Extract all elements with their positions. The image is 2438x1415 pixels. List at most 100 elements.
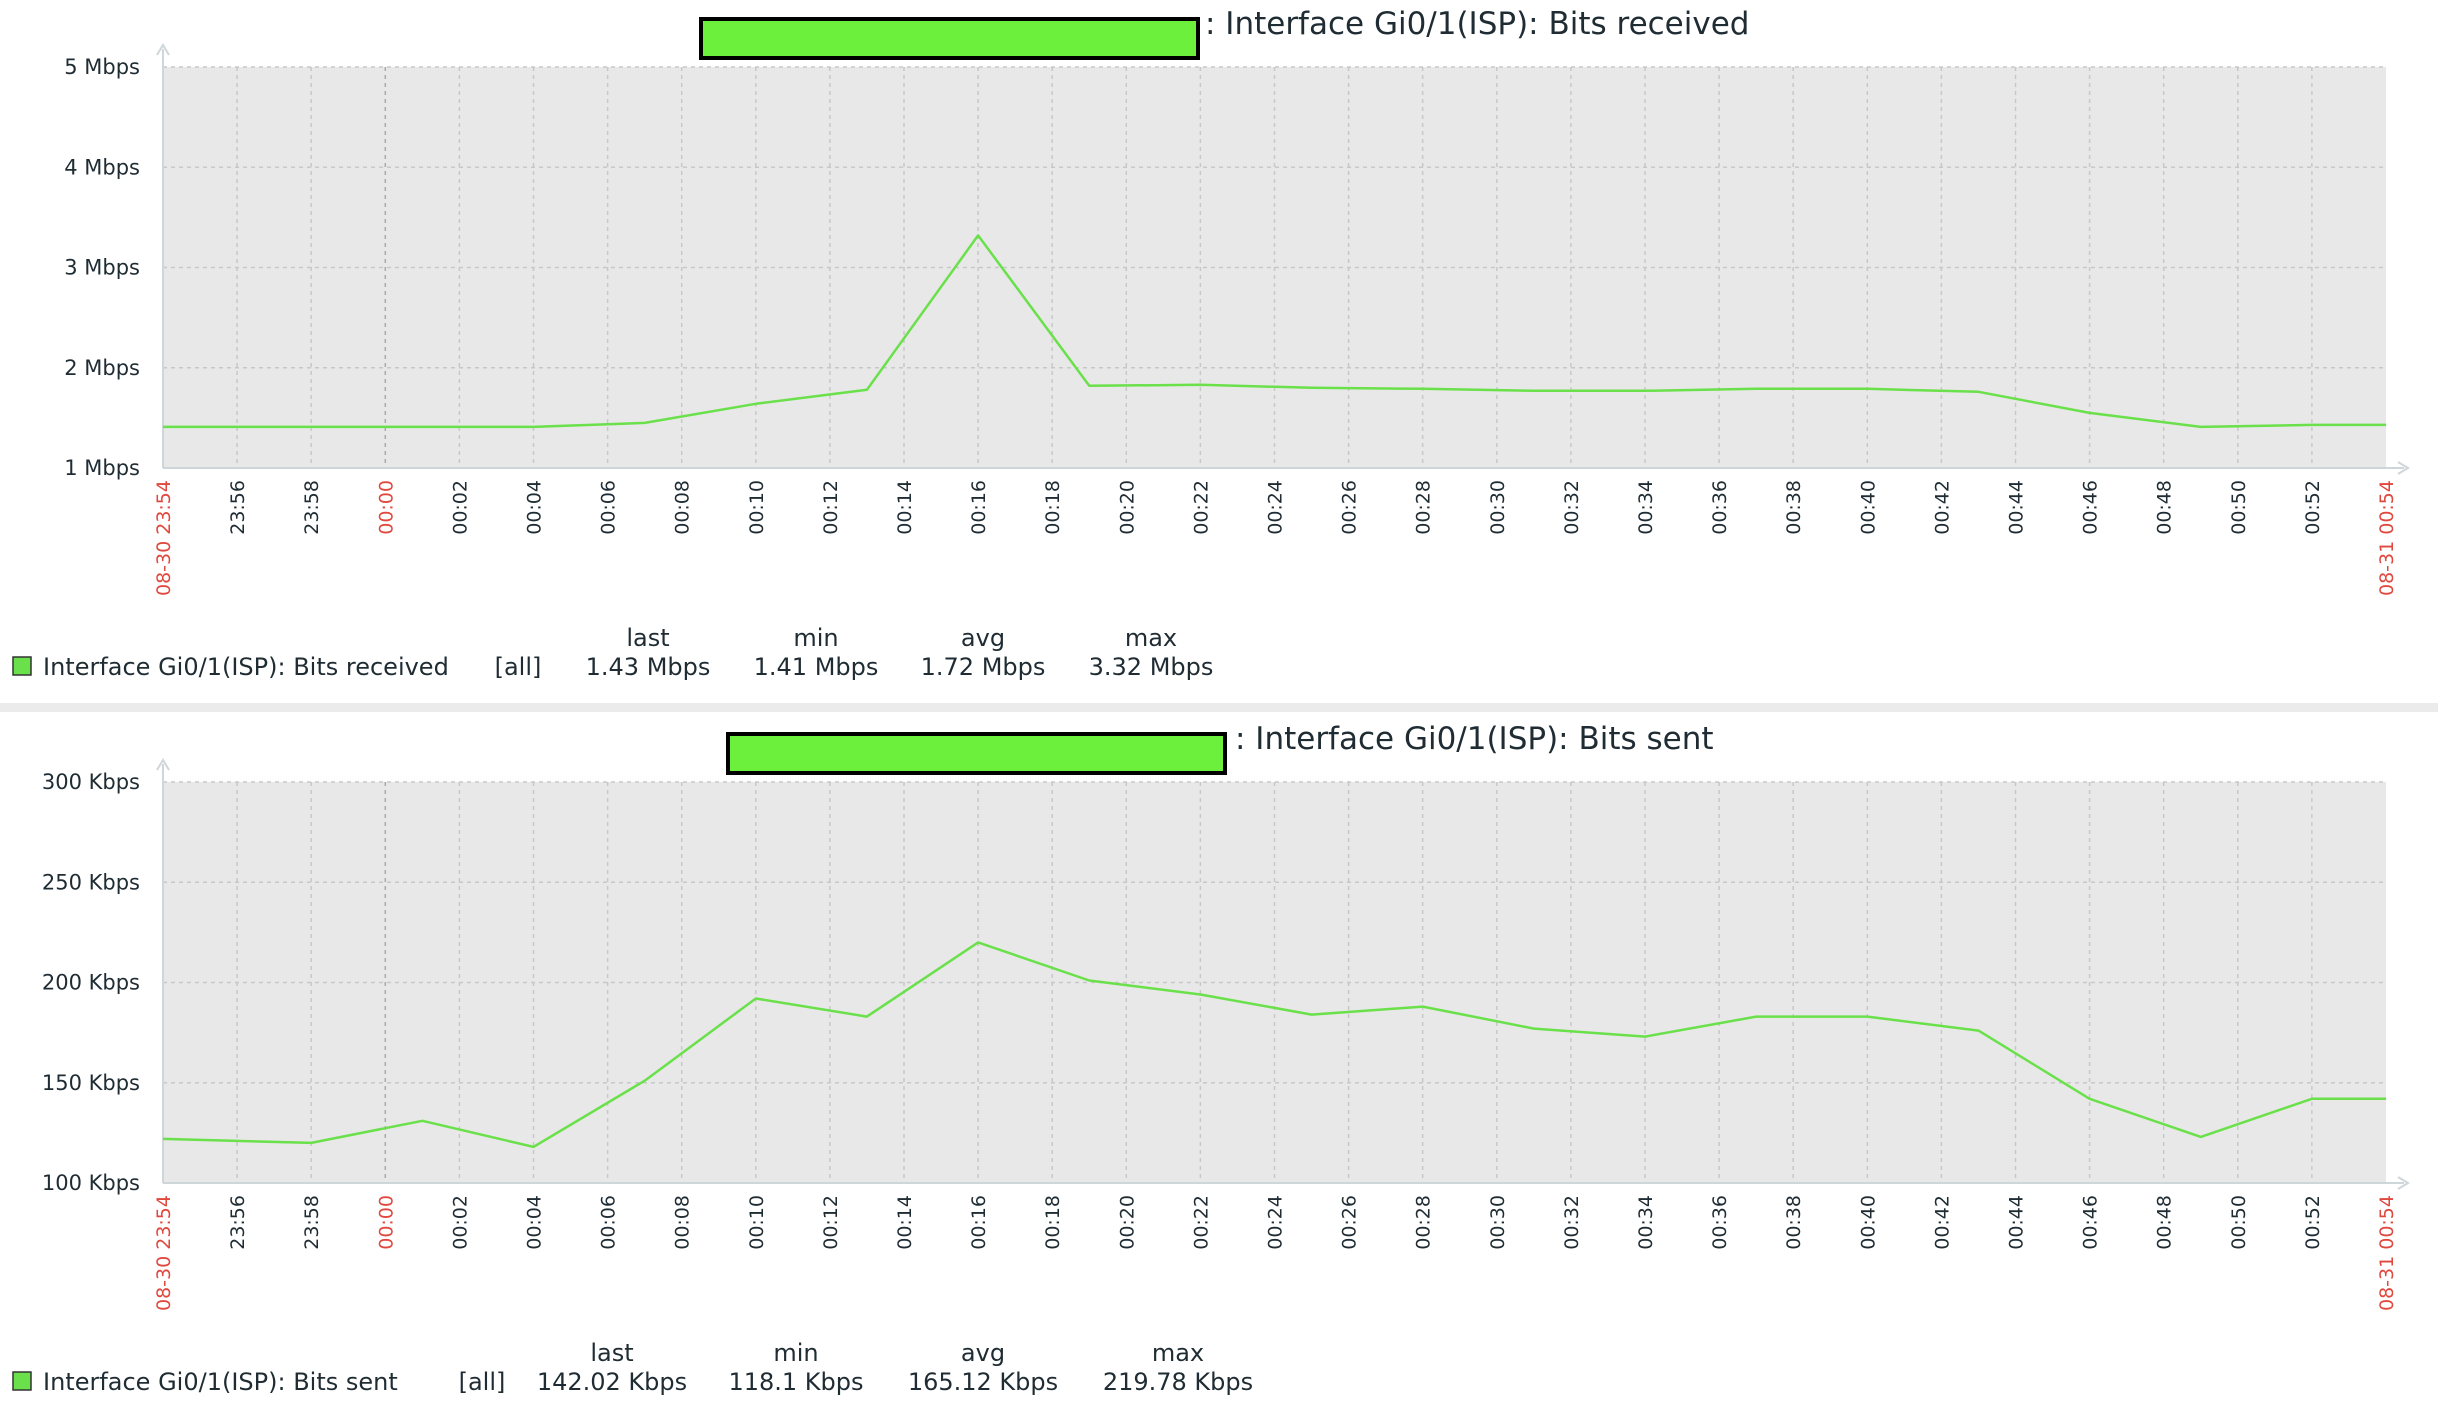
chart-title: : Interface Gi0/1(ISP): Bits received xyxy=(1205,6,1749,42)
legend-header-avg: avg xyxy=(961,624,1005,652)
y-tick-label: 300 Kbps xyxy=(42,770,140,794)
y-tick-label: 5 Mbps xyxy=(64,55,140,79)
x-tick-label: 00:40 xyxy=(1857,480,1879,535)
legend-swatch xyxy=(12,656,32,676)
x-tick-label: 00:22 xyxy=(1190,1195,1212,1250)
x-tick-label: 23:58 xyxy=(301,480,323,535)
graph-separator xyxy=(0,703,2438,712)
x-tick-label: 23:56 xyxy=(227,1195,249,1250)
x-tick-label: 00:46 xyxy=(2080,1195,2102,1250)
x-tick-label: 00:50 xyxy=(2228,1195,2250,1250)
x-tick-label: 00:32 xyxy=(1561,480,1583,535)
x-tick-label: 00:16 xyxy=(968,480,990,535)
y-axis-arrow xyxy=(156,758,170,771)
x-tick-label: 00:04 xyxy=(524,480,546,535)
legend-header-min: min xyxy=(793,624,838,652)
x-tick-label: 00:02 xyxy=(449,480,471,535)
y-tick-label: 100 Kbps xyxy=(42,1171,140,1195)
chart-title: : Interface Gi0/1(ISP): Bits sent xyxy=(1235,721,1714,757)
x-tick-label: 00:06 xyxy=(598,1195,620,1250)
x-tick-label: 00:32 xyxy=(1561,1195,1583,1250)
x-axis-arrow xyxy=(2397,1176,2410,1190)
graph-bits-received: : Interface Gi0/1(ISP): Bits received 1 M… xyxy=(0,0,2438,700)
x-tick-label: 00:50 xyxy=(2228,480,2250,535)
x-tick-label: 00:10 xyxy=(746,1195,768,1250)
x-tick-label: 08-31 00:54 xyxy=(2376,480,2398,596)
bits-received-chart: : Interface Gi0/1(ISP): Bits received 1 M… xyxy=(12,6,2410,681)
x-tick-label: 00:30 xyxy=(1487,1195,1509,1250)
legend-swatch xyxy=(12,1371,32,1391)
y-axis-arrow xyxy=(156,43,170,56)
legend-value-avg: 165.12 Kbps xyxy=(908,1368,1058,1396)
x-tick-label: 00:12 xyxy=(820,1195,842,1250)
x-tick-label: 00:34 xyxy=(1635,1195,1657,1250)
x-tick-label: 00:22 xyxy=(1190,480,1212,535)
x-tick-label: 00:20 xyxy=(1116,1195,1138,1250)
x-tick-label: 00:26 xyxy=(1339,1195,1361,1250)
x-tick-label: 00:00 xyxy=(375,480,397,535)
x-tick-label: 00:36 xyxy=(1709,480,1731,535)
legend-value-max: 3.32 Mbps xyxy=(1089,653,1214,681)
x-tick-label: 00:08 xyxy=(672,1195,694,1250)
x-tick-label: 00:26 xyxy=(1339,480,1361,535)
series-line xyxy=(163,234,2386,429)
legend-value-last: 1.43 Mbps xyxy=(586,653,711,681)
x-tick-label: 00:18 xyxy=(1042,480,1064,535)
x-tick-label: 00:52 xyxy=(2302,480,2324,535)
x-tick-label: 00:48 xyxy=(2154,480,2176,535)
graph-bits-sent: : Interface Gi0/1(ISP): Bits sent 100 Kbp… xyxy=(0,715,2438,1415)
x-tick-label: 00:18 xyxy=(1042,1195,1064,1250)
y-tick-label: 200 Kbps xyxy=(42,971,140,995)
x-tick-label: 00:36 xyxy=(1709,1195,1731,1250)
x-tick-label: 00:24 xyxy=(1265,1195,1287,1250)
x-axis-arrow xyxy=(2397,461,2410,475)
x-tick-label: 00:00 xyxy=(375,1195,397,1250)
y-tick-label: 3 Mbps xyxy=(64,256,140,280)
legend-header-min: min xyxy=(773,1339,818,1367)
x-tick-label: 00:34 xyxy=(1635,480,1657,535)
legend-header-max: max xyxy=(1152,1339,1204,1367)
legend-header-last: last xyxy=(590,1339,633,1367)
x-tick-label: 00:14 xyxy=(894,480,916,535)
x-tick-label: 08-30 23:54 xyxy=(153,1195,175,1311)
y-tick-label: 150 Kbps xyxy=(42,1071,140,1095)
legend-value-avg: 1.72 Mbps xyxy=(921,653,1046,681)
legend-value-max: 219.78 Kbps xyxy=(1103,1368,1253,1396)
x-tick-label: 00:46 xyxy=(2080,480,2102,535)
x-tick-label: 00:24 xyxy=(1265,480,1287,535)
x-tick-label: 00:06 xyxy=(598,480,620,535)
legend-function: [all] xyxy=(459,1368,506,1396)
legend-value-last: 142.02 Kbps xyxy=(537,1368,687,1396)
x-tick-label: 00:28 xyxy=(1413,1195,1435,1250)
x-tick-label: 00:42 xyxy=(1931,480,1953,535)
x-tick-label: 00:52 xyxy=(2302,1195,2324,1250)
redacted-host-name xyxy=(699,17,1200,60)
x-tick-label: 00:08 xyxy=(672,480,694,535)
x-tick-label: 00:12 xyxy=(820,480,842,535)
x-tick-label: 00:42 xyxy=(1931,1195,1953,1250)
x-tick-label: 00:30 xyxy=(1487,480,1509,535)
legend-function: [all] xyxy=(495,653,542,681)
x-tick-label: 00:28 xyxy=(1413,480,1435,535)
x-tick-label: 00:48 xyxy=(2154,1195,2176,1250)
legend-value-min: 118.1 Kbps xyxy=(728,1368,863,1396)
x-tick-label: 00:04 xyxy=(524,1195,546,1250)
x-tick-label: 08-30 23:54 xyxy=(153,480,175,596)
legend-series-name: Interface Gi0/1(ISP): Bits received xyxy=(43,653,449,681)
x-tick-label: 00:38 xyxy=(1783,1195,1805,1250)
x-tick-label: 00:40 xyxy=(1857,1195,1879,1250)
legend-header-last: last xyxy=(626,624,669,652)
x-tick-label: 00:02 xyxy=(449,1195,471,1250)
x-tick-label: 23:56 xyxy=(227,480,249,535)
legend-header-max: max xyxy=(1125,624,1177,652)
legend-header-avg: avg xyxy=(961,1339,1005,1367)
x-tick-label: 00:16 xyxy=(968,1195,990,1250)
x-tick-label: 08-31 00:54 xyxy=(2376,1195,2398,1311)
y-tick-label: 2 Mbps xyxy=(64,356,140,380)
legend-value-min: 1.41 Mbps xyxy=(754,653,879,681)
redacted-host-name xyxy=(726,732,1227,775)
x-tick-label: 00:14 xyxy=(894,1195,916,1250)
x-tick-label: 00:44 xyxy=(2006,1195,2028,1250)
series-line xyxy=(162,941,2386,1149)
bits-sent-chart: : Interface Gi0/1(ISP): Bits sent 100 Kbp… xyxy=(12,721,2410,1396)
